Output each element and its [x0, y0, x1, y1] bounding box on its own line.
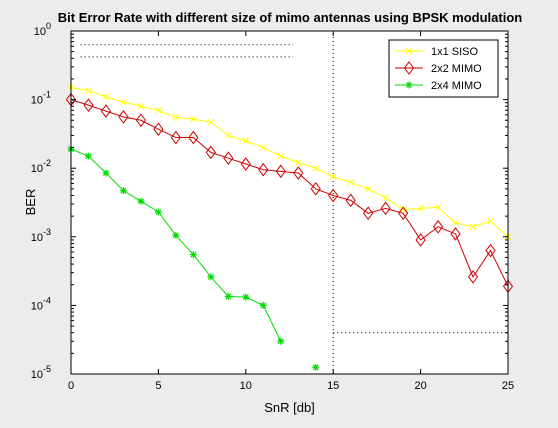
legend: 1x1 SISO 2x2 MIMO 2x4 MIMO	[388, 39, 499, 98]
data-point	[153, 122, 164, 137]
data-point	[312, 363, 320, 371]
data-point	[364, 185, 372, 193]
data-point	[345, 193, 356, 208]
data-point	[154, 208, 162, 216]
data-point	[415, 233, 426, 247]
data-point	[102, 93, 110, 101]
data-point	[155, 106, 162, 114]
data-point	[120, 98, 127, 106]
y-tick-label: 10-4	[31, 295, 51, 312]
data-point	[224, 132, 232, 139]
y-tick-label: 100	[34, 21, 51, 38]
legend-item: 1x1 SISO	[395, 46, 479, 58]
data-point	[405, 47, 413, 55]
data-point	[188, 130, 199, 145]
data-point	[432, 219, 444, 234]
legend-item: 2x2 MIMO	[395, 61, 482, 75]
data-point	[240, 157, 251, 171]
legend-item: 2x4 MIMO	[395, 80, 482, 92]
data-point	[452, 219, 459, 227]
data-point	[118, 110, 129, 124]
axis-ticks: 0 5 10 15 20 25 100 10-1 10-2 10-3 10-4 10-5	[31, 21, 514, 392]
data-point	[469, 223, 477, 231]
data-point	[224, 292, 232, 300]
data-point	[405, 81, 413, 89]
data-point	[347, 179, 355, 186]
data-point	[277, 152, 285, 160]
data-point	[382, 194, 389, 202]
data-point	[293, 166, 304, 180]
x-tick-label: 25	[502, 380, 514, 392]
data-point	[329, 173, 337, 181]
data-point	[487, 217, 494, 225]
data-point	[85, 87, 92, 95]
data-point	[137, 102, 145, 110]
data-point	[399, 206, 407, 213]
data-point	[450, 227, 461, 241]
data-point	[485, 243, 496, 258]
data-point	[100, 104, 112, 118]
data-point	[170, 130, 182, 145]
series-2x4-mimo	[67, 145, 320, 371]
data-point	[83, 98, 94, 112]
legend-label: 2x4 MIMO	[431, 80, 482, 92]
data-point	[84, 152, 92, 160]
data-point	[328, 188, 339, 203]
series-layer	[65, 84, 514, 371]
data-point	[207, 118, 215, 126]
data-point	[312, 164, 320, 172]
data-point	[207, 273, 215, 281]
data-point	[275, 164, 286, 179]
x-tick-label: 0	[68, 380, 74, 392]
legend-label: 1x1 SISO	[431, 46, 479, 58]
data-point	[294, 159, 302, 167]
data-point	[172, 114, 180, 121]
x-axis-label: SnR [db]	[264, 400, 315, 415]
data-point	[434, 203, 442, 211]
data-point	[310, 182, 321, 196]
y-tick-label: 10-1	[31, 90, 51, 107]
data-point	[223, 151, 234, 166]
data-point	[397, 206, 409, 221]
y-tick-label: 10-5	[31, 364, 51, 381]
data-point	[172, 231, 180, 239]
data-point	[380, 201, 391, 216]
plot-frame	[70, 30, 509, 375]
x-tick-label: 20	[414, 380, 426, 392]
y-axis-label: BER	[23, 189, 38, 216]
data-point	[119, 187, 127, 195]
data-point	[242, 137, 250, 145]
chart-title: Bit Error Rate with different size of mi…	[58, 10, 522, 25]
data-point	[259, 144, 267, 151]
series-line	[70, 87, 509, 238]
guide-lines	[80, 31, 508, 374]
data-point	[258, 162, 269, 177]
x-tick-label: 15	[327, 380, 339, 392]
x-tick-label: 10	[240, 380, 252, 392]
data-point	[467, 270, 479, 284]
data-point	[137, 197, 145, 205]
data-point	[403, 61, 415, 75]
data-point	[277, 337, 285, 345]
x-tick-label: 5	[155, 380, 161, 392]
data-point	[417, 204, 424, 212]
y-tick-label: 10-2	[31, 158, 51, 175]
data-point	[205, 145, 216, 160]
y-tick-label: 10-3	[31, 227, 51, 244]
data-point	[242, 293, 250, 301]
data-point	[259, 301, 267, 309]
data-point	[363, 206, 374, 221]
data-point	[189, 251, 197, 259]
legend-label: 2x2 MIMO	[431, 63, 482, 75]
data-point	[190, 115, 197, 123]
data-point	[135, 113, 147, 128]
data-point	[102, 169, 110, 177]
